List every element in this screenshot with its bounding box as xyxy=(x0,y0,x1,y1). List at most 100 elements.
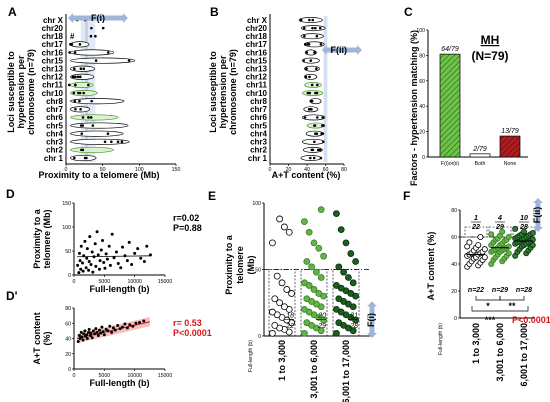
data-point xyxy=(105,257,109,261)
data-point xyxy=(310,286,318,293)
data-point xyxy=(302,59,305,62)
data-point xyxy=(315,83,319,87)
data-point xyxy=(73,99,77,103)
data-point xyxy=(344,274,352,281)
y-axis-label: Proximity to a xyxy=(224,234,234,295)
data-point xyxy=(83,329,87,333)
y-tick-label: 60 xyxy=(65,321,71,327)
data-point xyxy=(142,260,146,264)
data-point xyxy=(94,327,98,331)
data-point xyxy=(309,156,312,160)
data-point xyxy=(125,259,129,263)
data-point xyxy=(319,156,323,160)
data-point xyxy=(121,245,125,249)
x-tick-label: 40 xyxy=(304,167,310,173)
category-label: 3,001 to 6,000 xyxy=(309,340,319,399)
data-point xyxy=(315,34,319,38)
chromosome-label: chr12 xyxy=(246,73,268,82)
fraction-numerator: 1 xyxy=(474,215,478,222)
data-point xyxy=(335,319,343,327)
data-point xyxy=(114,250,118,254)
data-point xyxy=(347,250,355,257)
data-point xyxy=(303,295,311,303)
chromosome-label: chr5 xyxy=(46,121,63,130)
data-point xyxy=(310,83,314,87)
data-point xyxy=(310,148,314,152)
data-point xyxy=(320,124,324,127)
data-point xyxy=(349,279,357,287)
data-point xyxy=(312,124,316,127)
data-point xyxy=(313,51,316,54)
data-point xyxy=(95,230,99,234)
data-point xyxy=(276,299,284,307)
fraction-denominator: 29 xyxy=(317,323,326,330)
panel-c-title: MH xyxy=(481,33,500,47)
data-point xyxy=(316,148,320,152)
data-point xyxy=(505,250,512,257)
data-point xyxy=(89,262,93,266)
data-point xyxy=(138,320,142,324)
data-point xyxy=(79,124,83,127)
data-point xyxy=(81,148,85,152)
data-point xyxy=(91,270,95,274)
group-count: n=28 xyxy=(516,287,532,294)
fraction-denominator: 28 xyxy=(349,323,358,330)
data-point xyxy=(94,59,98,62)
chromosome-label: chr16 xyxy=(42,48,64,57)
chromosome-label: chr15 xyxy=(42,56,64,65)
bar-Both xyxy=(469,153,491,158)
data-point xyxy=(81,338,85,342)
data-point xyxy=(106,132,110,135)
chromosome-label: chr4 xyxy=(250,129,267,138)
y-tick-label: 0 xyxy=(454,316,457,322)
y-tick-label: 150 xyxy=(62,201,71,207)
violin-shape xyxy=(300,33,324,40)
panel-d-letter: D xyxy=(6,187,15,201)
group-label: Full-length (b) xyxy=(438,323,444,355)
data-point xyxy=(79,267,83,271)
data-point xyxy=(120,140,124,144)
chromosome-label: chr20 xyxy=(246,24,268,33)
data-point xyxy=(116,261,120,265)
data-point xyxy=(99,248,103,252)
violin-shape xyxy=(70,154,97,162)
data-point xyxy=(78,91,82,95)
data-point xyxy=(121,325,125,329)
category-label: Both xyxy=(475,161,486,167)
data-point xyxy=(505,233,512,240)
x-tick-label: 0 xyxy=(73,279,76,285)
data-point xyxy=(303,34,306,38)
data-point xyxy=(102,261,106,265)
y-tick-label: 80 xyxy=(451,208,457,214)
x-tick-label: 0 xyxy=(269,167,272,173)
data-point xyxy=(319,43,323,46)
data-point xyxy=(268,308,276,316)
data-point xyxy=(318,148,322,152)
data-point xyxy=(499,228,506,235)
data-point xyxy=(335,295,343,303)
data-point xyxy=(110,330,114,334)
data-point xyxy=(488,231,495,238)
data-point xyxy=(76,91,80,95)
data-point xyxy=(82,91,85,95)
group-label: Full-length (b) xyxy=(248,340,254,372)
data-point xyxy=(113,328,117,332)
data-point xyxy=(87,116,90,119)
data-point xyxy=(303,116,307,119)
chromosome-label: chr 1 xyxy=(44,154,64,163)
y-axis-label: (Mb) xyxy=(246,256,256,275)
data-point xyxy=(77,271,81,275)
threshold-box xyxy=(268,269,296,337)
data-point xyxy=(81,116,85,119)
data-point xyxy=(313,140,316,144)
x-tick-label: 10000 xyxy=(127,279,142,285)
data-point xyxy=(280,223,288,231)
x-tick-label: 10000 xyxy=(127,373,142,379)
panel-e-plot: 0 50 100 Proximity to a telomere (Mb) 18 22 1 to… xyxy=(224,201,377,402)
data-point xyxy=(101,238,105,242)
stat-annotation: r=0.02 xyxy=(173,213,199,223)
data-point xyxy=(94,264,98,268)
data-point xyxy=(308,18,311,22)
panel-f-letter: F xyxy=(403,189,410,203)
data-point xyxy=(278,279,286,287)
